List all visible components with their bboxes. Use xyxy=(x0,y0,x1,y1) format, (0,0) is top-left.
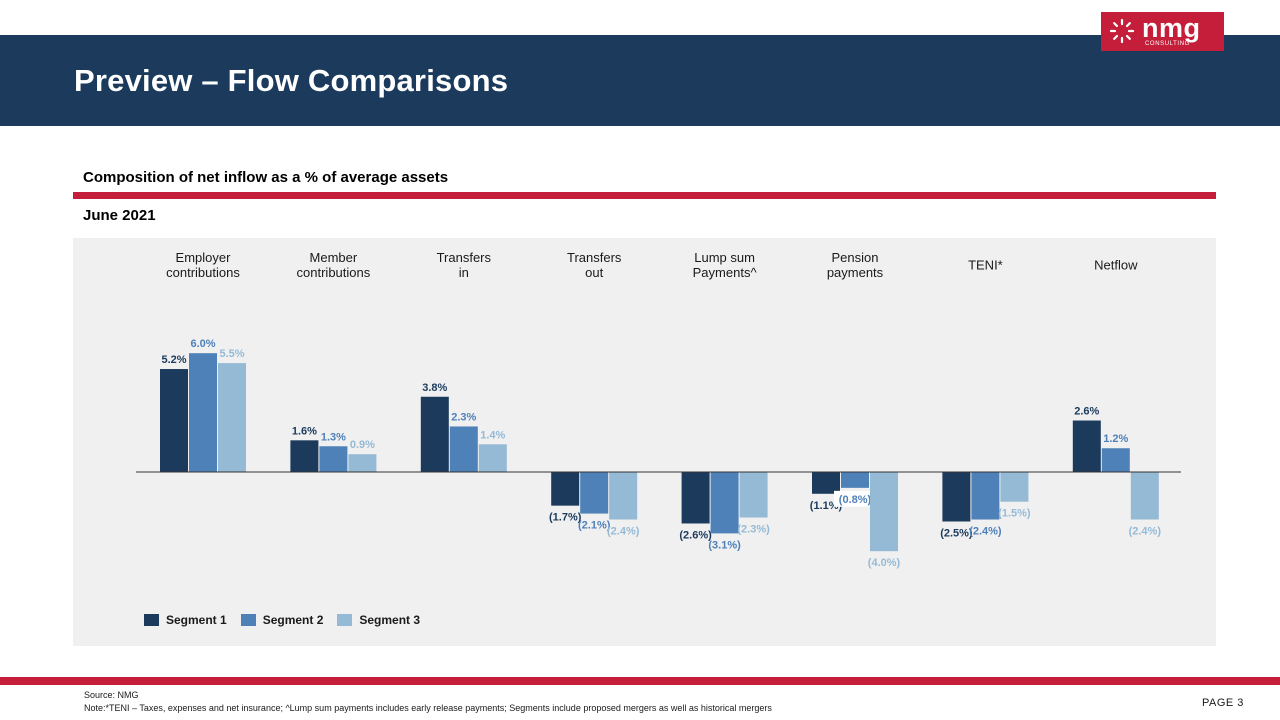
legend-item-segment-3: Segment 3 xyxy=(337,613,420,627)
bar xyxy=(551,472,580,506)
data-label: 6.0% xyxy=(190,338,215,350)
data-label: (2.4%) xyxy=(607,526,640,538)
bar xyxy=(739,472,768,518)
legend-item-segment-1: Segment 1 xyxy=(144,613,227,627)
data-label: (0.8%) xyxy=(839,494,872,506)
category-label: Transfers out xyxy=(567,250,622,280)
bar xyxy=(580,472,609,514)
category-label: TENI* xyxy=(968,258,1003,273)
data-label: 1.2% xyxy=(1103,433,1128,445)
data-label: 5.5% xyxy=(219,348,244,360)
legend-swatch-segment-1 xyxy=(144,614,159,626)
bar xyxy=(420,396,449,472)
bar xyxy=(1101,448,1130,472)
bar xyxy=(609,472,638,520)
data-label: (2.4%) xyxy=(1129,526,1162,538)
data-label: 5.2% xyxy=(161,354,186,366)
legend-label-segment-2: Segment 2 xyxy=(262,613,324,627)
category-label: Member contributions xyxy=(297,250,371,280)
category-label: Employer contributions xyxy=(166,250,240,280)
bar xyxy=(290,440,319,472)
bar xyxy=(1072,420,1101,472)
footer-divider xyxy=(0,677,1280,685)
source-note: Source: NMG xyxy=(84,690,139,700)
bar xyxy=(942,472,971,522)
data-label: 1.4% xyxy=(480,429,505,441)
logo-subtext: CONSULTING xyxy=(1145,41,1190,47)
bar xyxy=(160,369,188,472)
chart-subtitle: Composition of net inflow as a % of aver… xyxy=(83,169,449,186)
bar xyxy=(478,444,507,472)
category-label: Netflow xyxy=(1094,258,1138,273)
data-label: (1.5%) xyxy=(998,508,1031,520)
bar xyxy=(841,472,869,488)
flow-comparison-chart: Employer contributions Member contributions… xyxy=(136,250,1181,569)
logo-burst-icon xyxy=(1109,18,1135,44)
category-label: Lump sum Payments^ xyxy=(693,250,758,280)
bar xyxy=(218,363,246,472)
bar xyxy=(971,472,1000,520)
chart-panel: Employer contributions Member contributions… xyxy=(73,238,1216,646)
data-label-background xyxy=(834,490,876,507)
data-label: (2.4%) xyxy=(969,526,1002,538)
logo-text: nmg xyxy=(1142,13,1201,43)
legend-swatch-segment-2 xyxy=(240,614,256,626)
data-label: 2.3% xyxy=(451,411,476,423)
data-label: 0.9% xyxy=(350,439,375,451)
bar xyxy=(348,454,377,472)
bar xyxy=(449,426,478,472)
bar xyxy=(319,446,348,472)
category-label: Pension payments xyxy=(827,250,884,280)
bar xyxy=(870,472,898,552)
legend-label-segment-1: Segment 1 xyxy=(166,613,227,627)
header-band xyxy=(0,35,1280,126)
chart-legend: Segment 1 Segment 2 Segment 3 xyxy=(144,613,434,627)
bar xyxy=(710,472,739,534)
legend-swatch-segment-3 xyxy=(337,614,353,626)
bar xyxy=(189,353,217,472)
data-label: (4.0%) xyxy=(868,557,901,569)
data-label: (1.7%) xyxy=(549,512,582,524)
data-label: (2.1%) xyxy=(578,520,611,532)
data-label: 1.6% xyxy=(292,425,317,437)
data-label: 2.6% xyxy=(1074,406,1099,418)
data-label: 1.3% xyxy=(321,431,346,443)
legend-item-segment-2: Segment 2 xyxy=(240,613,324,627)
category-label: Transfers in xyxy=(437,250,492,280)
bar xyxy=(1130,472,1159,520)
red-divider xyxy=(73,192,1216,199)
data-label: (2.5%) xyxy=(940,528,973,540)
page-number: PAGE 3 xyxy=(1202,697,1244,709)
bar xyxy=(681,472,710,524)
date-label: June 2021 xyxy=(83,207,156,224)
data-label: (3.1%) xyxy=(708,539,741,551)
data-label: (2.3%) xyxy=(737,524,770,536)
bar xyxy=(1000,472,1029,502)
legend-label-segment-3: Segment 3 xyxy=(359,613,421,627)
page-title: Preview – Flow Comparisons xyxy=(74,63,509,98)
footnote: Note:*TENI – Taxes, expenses and net ins… xyxy=(84,703,772,713)
data-label: 3.8% xyxy=(422,382,447,394)
bar xyxy=(812,472,840,494)
nmg-logo: nmg CONSULTING xyxy=(1101,12,1224,51)
data-label: (2.6%) xyxy=(679,529,712,541)
